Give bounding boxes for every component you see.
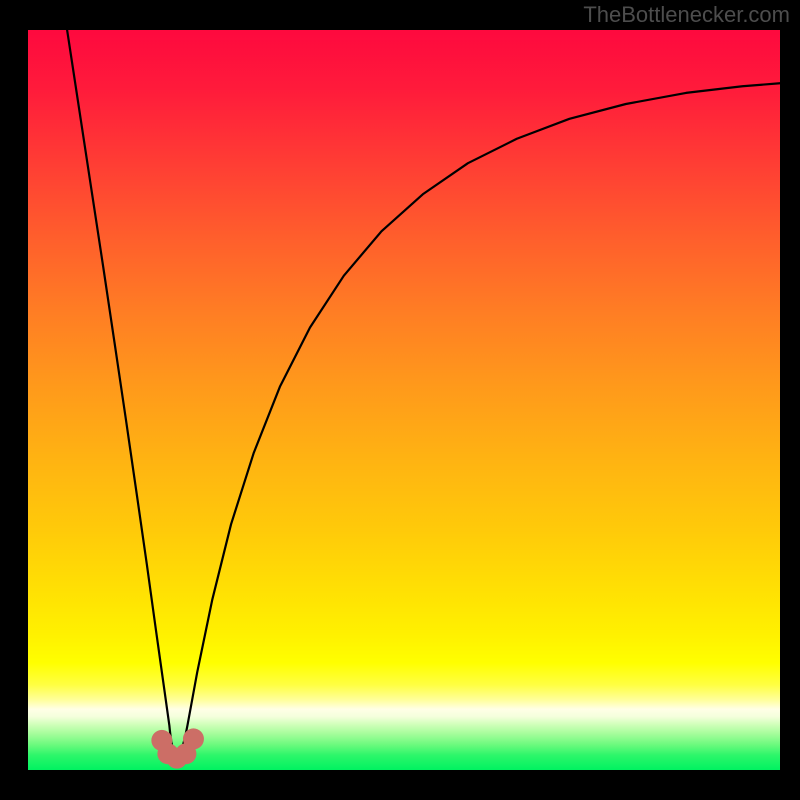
marker-blob xyxy=(183,728,204,749)
bottleneck-curve xyxy=(67,30,780,757)
curve-layer xyxy=(28,30,780,770)
plot-area xyxy=(28,30,780,770)
watermark-text: TheBottlenecker.com xyxy=(583,2,790,28)
chart-container: TheBottlenecker.com xyxy=(0,0,800,800)
marker-blobs xyxy=(151,728,204,768)
